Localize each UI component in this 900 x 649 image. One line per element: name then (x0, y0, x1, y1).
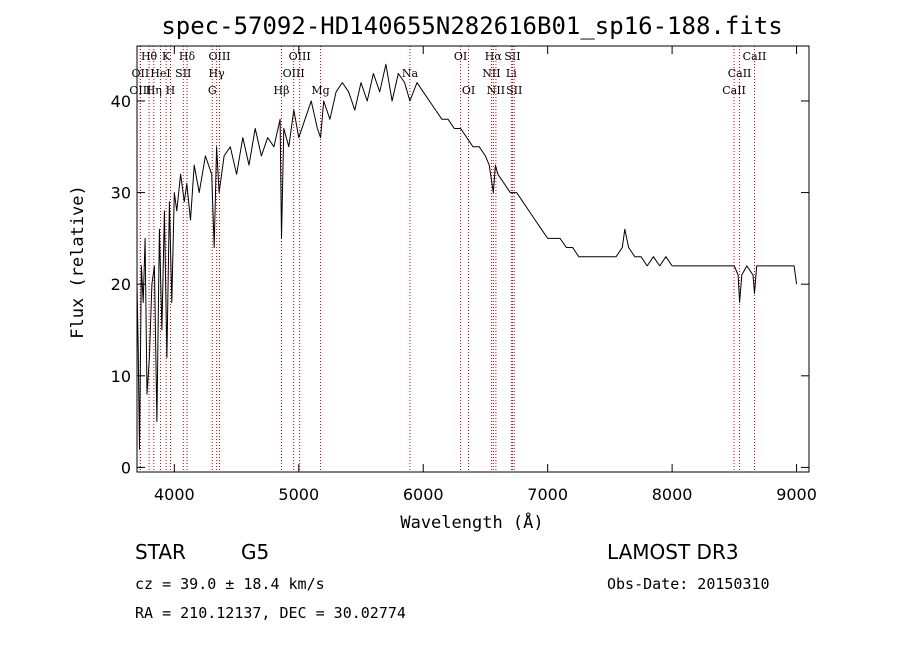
line-marker-label-22: Hβ (274, 84, 290, 97)
x-tick-label-4: 8000 (652, 485, 693, 504)
line-marker-label-17: CaII (728, 67, 752, 80)
y-tick-label-2: 20 (111, 275, 131, 294)
line-marker-label-16: Li (506, 67, 517, 80)
line-marker-label-14: Na (402, 67, 419, 80)
series-layer (136, 63, 798, 450)
line-marker-label-11: SII (175, 67, 191, 80)
line-marker-label-13: OIII (283, 67, 305, 80)
x-tick-label-5: 9000 (776, 485, 817, 504)
x-tick-label-3: 7000 (527, 485, 568, 504)
object-class: STAR (135, 540, 186, 564)
line-marker-label-0: Hθ (141, 50, 158, 63)
x-tick-label-2: 6000 (403, 485, 444, 504)
survey-name: LAMOST DR3 (607, 540, 739, 564)
line-marker-label-23: Mg (311, 84, 329, 97)
line-marker-label-12: Hγ (209, 67, 226, 80)
line-marker-label-5: OI (454, 50, 467, 63)
observation-date: Obs-Date: 20150310 (607, 575, 770, 593)
line-marker-label-10: HeI (150, 67, 170, 80)
line-marker-label-1: K (162, 50, 171, 63)
line-marker-label-18: OIII (129, 84, 151, 97)
line-marker-label-7: SII (504, 50, 520, 63)
y-tick-label-0: 0 (121, 458, 131, 477)
tick-layer: 4000 5000 6000 7000 8000 9000 0 10 20 30 40 (111, 46, 817, 504)
y-tick-label-1: 10 (111, 367, 131, 386)
line-marker-label-27: CaII (722, 84, 746, 97)
line-marker-label-26: SII (506, 84, 522, 97)
line-marker-label-4: OIII (289, 50, 311, 63)
y-tick-label-4: 40 (111, 92, 131, 111)
y-tick-label-3: 30 (111, 184, 131, 203)
x-axis-label: Wavelength (Å) (400, 511, 543, 533)
line-marker-label-19: Hη (146, 84, 162, 97)
y-axis-label: Flux (relative) (68, 185, 88, 339)
line-marker-label-6: Hα (485, 50, 503, 63)
x-tick-label-1: 5000 (278, 485, 319, 504)
line-marker-label-8: CaII (743, 50, 767, 63)
line-marker-label-3: OIII (208, 50, 230, 63)
line-marker-label-15: NII (482, 67, 500, 80)
spectral-subclass: G5 (241, 540, 270, 564)
plot-frame (136, 45, 810, 473)
x-tick-label-0: 4000 (154, 485, 195, 504)
line-marker-label-25: NII (487, 84, 505, 97)
redshift-velocity: cz = 39.0 ± 18.4 km/s (135, 575, 325, 593)
line-marker-label-21: G (208, 84, 217, 97)
line-marker-label-24: OI (462, 84, 475, 97)
chart-title: spec-57092-HD140655N282616B01_sp16-188.f… (161, 12, 782, 40)
sky-coordinates: RA = 210.12137, DEC = 30.02774 (135, 604, 406, 622)
line-marker-label-2: Hδ (179, 50, 196, 63)
series-line-0 (136, 63, 798, 450)
line-marker-label-20: H (166, 84, 176, 97)
